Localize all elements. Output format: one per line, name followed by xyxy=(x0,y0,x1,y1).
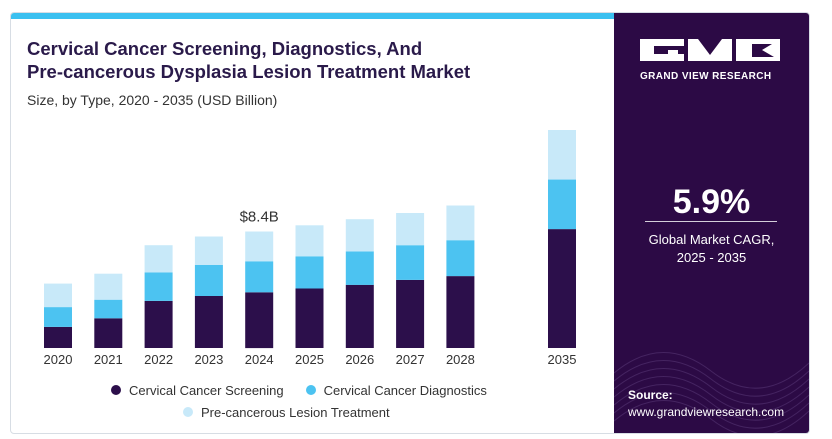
bar-segment-lesion-treatment-2022 xyxy=(144,245,173,273)
bar-segment-screening-2026 xyxy=(345,284,374,348)
x-tick-label-2022: 2022 xyxy=(144,352,173,367)
bar-segment-diagnostics-2021 xyxy=(94,299,123,319)
bar-segment-lesion-treatment-2024 xyxy=(245,231,274,262)
bar-segment-diagnostics-2027 xyxy=(396,245,425,280)
bar-segment-lesion-treatment-2023 xyxy=(194,236,223,265)
cagr-value: 5.9% xyxy=(672,183,751,221)
cagr-divider xyxy=(645,221,777,222)
accent-bar xyxy=(11,13,615,19)
source-url[interactable]: www.grandviewresearch.com xyxy=(628,405,785,419)
bar-segment-screening-2022 xyxy=(144,300,173,348)
chart-title: Cervical Cancer Screening, Diagnostics, … xyxy=(27,37,607,83)
chart-card: Cervical Cancer Screening, Diagnostics, … xyxy=(10,12,810,434)
legend-label-screening: Cervical Cancer Screening xyxy=(129,382,284,398)
grand-view-research-logo: GRAND VIEW RESEARCH xyxy=(640,39,790,82)
chart-title-line-1: Cervical Cancer Screening, Diagnostics, … xyxy=(27,38,423,59)
legend-swatch-lesion-treatment xyxy=(183,407,193,417)
legend-swatch-screening xyxy=(111,385,121,395)
x-tick-label-2028: 2028 xyxy=(446,352,475,367)
logo-r-block xyxy=(736,39,780,61)
chart-title-line-2: Pre-cancerous Dysplasia Lesion Treatment… xyxy=(27,61,471,82)
bar-segment-screening-2021 xyxy=(94,318,123,348)
legend-label-lesion-treatment: Pre-cancerous Lesion Treatment xyxy=(201,404,390,420)
cagr-label-line-2: 2025 - 2035 xyxy=(676,250,747,265)
cagr-label: Global Market CAGR, 2025 - 2035 xyxy=(614,231,809,267)
chart-panel: Cervical Cancer Screening, Diagnostics, … xyxy=(11,13,615,433)
bar-segment-lesion-treatment-2021 xyxy=(94,273,123,300)
bar-segment-lesion-treatment-2028 xyxy=(446,205,475,241)
logo-v-block xyxy=(688,39,732,61)
cagr-label-line-1: Global Market CAGR, xyxy=(648,232,775,247)
bar-segment-diagnostics-2035 xyxy=(548,179,576,230)
x-tick-label-2023: 2023 xyxy=(194,352,223,367)
x-tick-label-2027: 2027 xyxy=(396,352,425,367)
bar-segment-diagnostics-2020 xyxy=(44,307,72,327)
info-panel: GRAND VIEW RESEARCH 5.9% Global Market C… xyxy=(614,13,809,433)
x-tick-label-2026: 2026 xyxy=(345,352,374,367)
legend-swatch-diagnostics xyxy=(305,385,316,395)
legend-item-lesion-treatment: Pre-cancerous Lesion Treatment xyxy=(183,405,390,420)
bar-segment-diagnostics-2023 xyxy=(194,265,223,296)
bar-segment-lesion-treatment-2020 xyxy=(44,283,72,308)
wave-pattern-decoration xyxy=(614,352,809,433)
source-label: Source: xyxy=(628,388,673,402)
bar-segment-diagnostics-2025 xyxy=(295,256,324,289)
chart-subtitle: Size, by Type, 2020 - 2035 (USD Billion) xyxy=(27,92,278,108)
bar-segment-diagnostics-2026 xyxy=(345,251,374,285)
x-tick-label-2025: 2025 xyxy=(295,352,324,367)
chart-legend: Cervical Cancer Screening Cervical Cance… xyxy=(111,379,611,423)
bar-segment-lesion-treatment-2026 xyxy=(345,219,374,252)
bar-segment-screening-2025 xyxy=(295,288,324,348)
x-tick-label-2021: 2021 xyxy=(94,352,123,367)
bar-segment-lesion-treatment-2027 xyxy=(396,213,425,246)
bar-segment-screening-2035 xyxy=(548,229,576,348)
x-tick-label-2020: 2020 xyxy=(44,352,73,367)
bar-segment-diagnostics-2024 xyxy=(245,261,274,293)
legend-label-diagnostics: Cervical Cancer Diagnostics xyxy=(323,382,487,398)
logo-g-block xyxy=(640,39,684,61)
bar-segment-diagnostics-2022 xyxy=(144,272,173,301)
bar-segment-screening-2020 xyxy=(44,326,72,348)
stacked-bar-chart: 2020 2021 2022 2023 2024 2025 2026 2027 2028 2035… xyxy=(44,130,577,367)
bar-segment-screening-2023 xyxy=(194,296,223,348)
x-tick-label-2024: 2024 xyxy=(245,352,274,367)
bar-segment-screening-2027 xyxy=(396,279,425,348)
legend-row-2: Pre-cancerous Lesion Treatment xyxy=(111,401,611,423)
bar-segment-screening-2024 xyxy=(245,292,274,349)
brand-name: GRAND VIEW RESEARCH xyxy=(640,71,772,82)
x-tick-label-2035: 2035 xyxy=(548,352,577,367)
legend-item-screening: Cervical Cancer Screening xyxy=(111,383,284,398)
logo-mark xyxy=(640,39,790,63)
bar-segment-screening-2028 xyxy=(446,276,475,348)
bar-segment-lesion-treatment-2035 xyxy=(548,130,576,180)
legend-item-diagnostics: Cervical Cancer Diagnostics xyxy=(305,382,487,398)
source-block: Source: www.grandviewresearch.com xyxy=(628,387,784,421)
bar-segment-diagnostics-2028 xyxy=(446,240,475,277)
legend-row-1: Cervical Cancer Screening Cervical Cance… xyxy=(111,379,611,401)
annotation-label-2024: $8.4B xyxy=(240,209,279,226)
bar-segment-lesion-treatment-2025 xyxy=(295,225,324,257)
